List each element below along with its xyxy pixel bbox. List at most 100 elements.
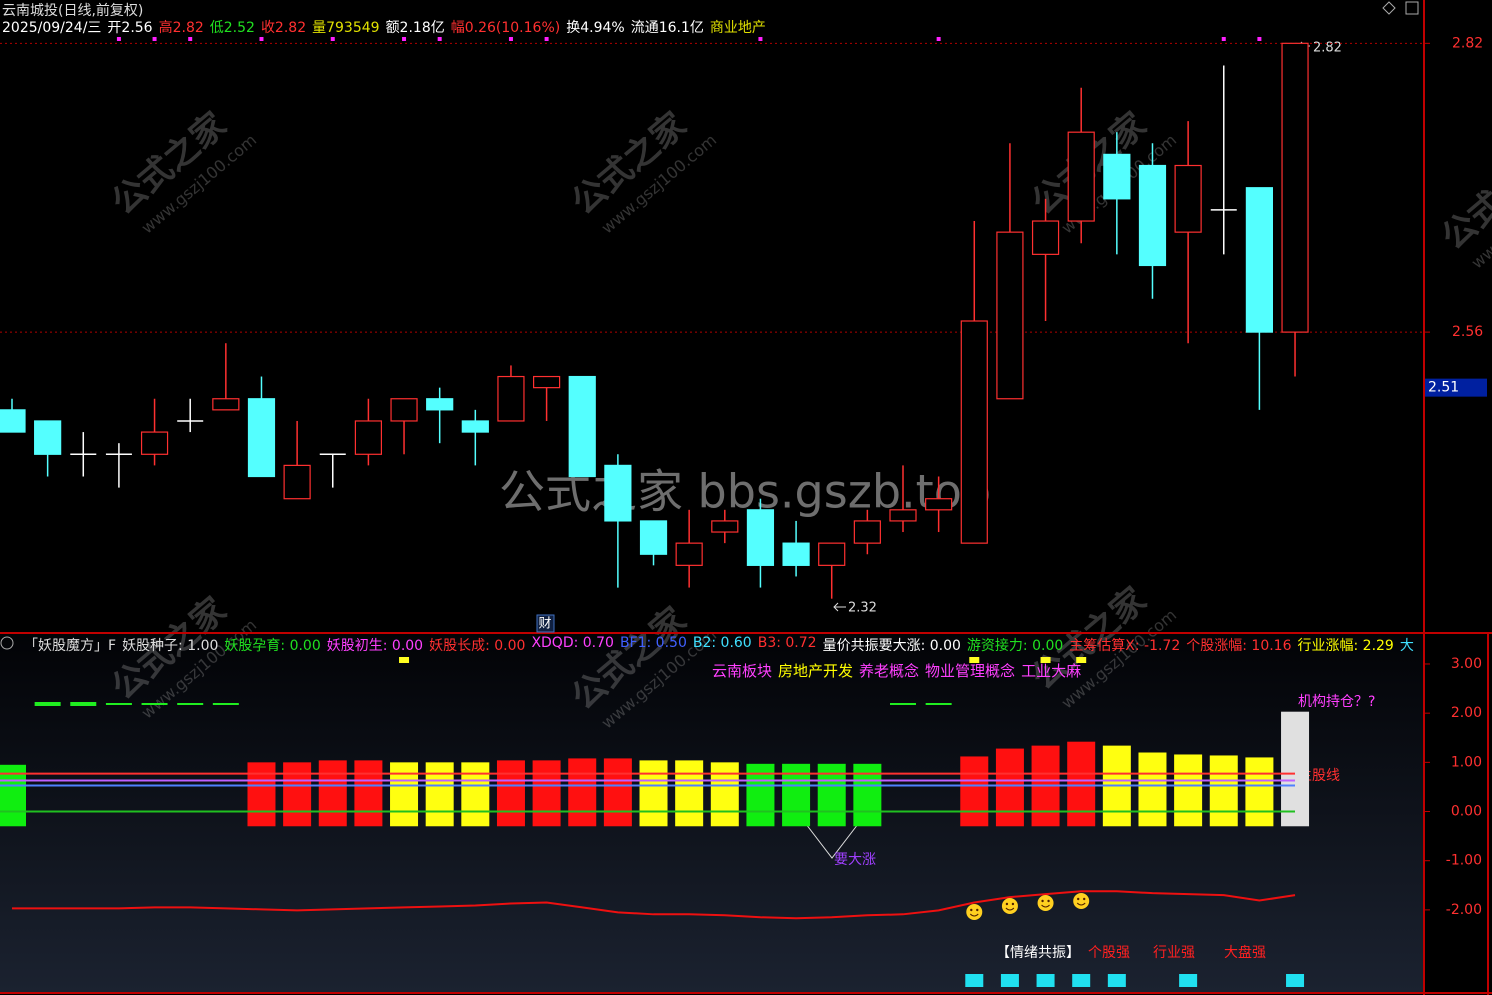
bar bbox=[354, 760, 383, 827]
bar bbox=[710, 762, 739, 827]
bar bbox=[390, 762, 419, 827]
body bbox=[782, 542, 810, 566]
body bbox=[390, 398, 418, 422]
strong-label: 大盘强 bbox=[1224, 944, 1266, 961]
bar bbox=[1245, 757, 1274, 827]
bar bbox=[995, 748, 1024, 827]
institution-label: 机构持仓？? bbox=[1298, 694, 1375, 710]
signal-flag bbox=[1076, 657, 1087, 663]
indicator-item: 大 bbox=[1399, 638, 1414, 654]
bar bbox=[675, 760, 704, 827]
y-tick-label: -1.00 bbox=[1446, 853, 1482, 869]
indicator-item: 个股涨幅: 10.16 bbox=[1186, 638, 1292, 654]
signal-square bbox=[1107, 974, 1126, 987]
body bbox=[1281, 42, 1309, 333]
smiley bbox=[1037, 895, 1054, 911]
signal-dot bbox=[259, 37, 264, 41]
body bbox=[354, 420, 382, 455]
body bbox=[140, 431, 169, 455]
body bbox=[639, 520, 668, 555]
bar bbox=[960, 756, 989, 827]
y-tick-label: 2.00 bbox=[1451, 705, 1482, 721]
smiley-eye bbox=[1041, 899, 1044, 903]
indicator-item: 量价共振要大涨: 0.00 bbox=[822, 638, 961, 654]
body bbox=[497, 375, 525, 422]
watermark-text: 公式之家 bbox=[1434, 140, 1492, 258]
body bbox=[461, 420, 489, 433]
body bbox=[711, 520, 739, 533]
signal-dot bbox=[508, 37, 513, 41]
smiley-eye bbox=[1011, 902, 1015, 906]
icon[interactable] bbox=[1382, 1, 1396, 15]
body bbox=[960, 320, 988, 544]
curve bbox=[12, 890, 1296, 920]
indicator-item: 「妖股魔方」F bbox=[24, 638, 117, 654]
smiley-mouth bbox=[1041, 904, 1050, 908]
indicator-item: XDQD: 0.70 bbox=[531, 635, 614, 651]
quote-row: 2025/09/24/三 开2.56 高2.82 低2.52 收2.82 量793549 额… bbox=[2, 17, 772, 37]
concept: 工业大麻 bbox=[1021, 662, 1082, 680]
body bbox=[746, 509, 775, 566]
body bbox=[212, 398, 240, 411]
signal-square bbox=[1286, 974, 1305, 987]
bar bbox=[1174, 754, 1203, 827]
signal-square bbox=[965, 974, 984, 987]
signal-dot bbox=[936, 37, 941, 41]
signal-dot bbox=[758, 37, 763, 41]
bar bbox=[425, 762, 454, 827]
signal-dot bbox=[544, 37, 549, 41]
body bbox=[853, 520, 881, 544]
indicator-item: B3: 0.72 bbox=[757, 635, 817, 651]
body bbox=[889, 509, 917, 522]
body bbox=[283, 464, 311, 500]
signal-flag bbox=[1040, 657, 1051, 663]
emotion-label: 【情绪共振】 bbox=[996, 945, 1080, 961]
signal-dot bbox=[152, 37, 157, 41]
smiley-eye bbox=[976, 908, 979, 912]
body bbox=[996, 231, 1024, 400]
bar bbox=[603, 758, 632, 827]
signal-dot bbox=[1221, 37, 1226, 41]
body bbox=[532, 375, 561, 389]
bar bbox=[283, 762, 312, 827]
indicator-item: B2: 0.60 bbox=[692, 635, 752, 651]
signal-square bbox=[1036, 974, 1055, 987]
smiley bbox=[966, 904, 983, 920]
body bbox=[247, 398, 276, 478]
quote-item: 高2.82 bbox=[158, 20, 204, 36]
bar bbox=[532, 760, 561, 827]
indicator-item: 主筹估算X: -1.72 bbox=[1069, 638, 1181, 654]
y-tick-label: -2.00 bbox=[1446, 902, 1482, 918]
signal-dot bbox=[437, 37, 442, 41]
smiley-eye bbox=[1005, 902, 1009, 906]
low-annotation: 2.32 bbox=[848, 601, 877, 616]
body bbox=[1245, 187, 1274, 333]
smiley bbox=[1001, 898, 1018, 914]
signal-flag bbox=[399, 657, 410, 663]
marker-label: 2.51 bbox=[1428, 380, 1459, 396]
smiley-eye bbox=[1077, 897, 1080, 901]
concept: 养老概念 bbox=[859, 662, 920, 680]
body bbox=[675, 542, 703, 566]
y-tick-label: 2.56 bbox=[1452, 324, 1483, 340]
signal-dot bbox=[188, 37, 193, 41]
body bbox=[1103, 153, 1131, 200]
quote-item: 换4.94% bbox=[566, 20, 625, 36]
indicator-row: 「妖股魔方」F 妖股种子: 1.00 妖股孕育: 0.00 妖股初生: 0.00 妖股长… bbox=[24, 635, 1422, 655]
quote-item: 商业地产 bbox=[709, 20, 766, 36]
indicator-item: 游资接力: 0.00 bbox=[966, 638, 1064, 654]
bar bbox=[247, 762, 276, 827]
fin-label: 财 bbox=[538, 617, 551, 632]
signal-square bbox=[1000, 974, 1019, 987]
quote-item: 2025/09/24/三 bbox=[2, 20, 102, 36]
signal-square bbox=[1179, 974, 1198, 987]
icon[interactable] bbox=[1405, 1, 1419, 15]
body bbox=[1067, 131, 1095, 222]
indicator-item: 妖股种子: 1.00 bbox=[122, 638, 219, 654]
concept: 云南板块 bbox=[712, 662, 773, 680]
smiley-mouth bbox=[969, 913, 979, 917]
strong-label: 行业强 bbox=[1153, 945, 1195, 961]
icon[interactable] bbox=[0, 636, 14, 650]
